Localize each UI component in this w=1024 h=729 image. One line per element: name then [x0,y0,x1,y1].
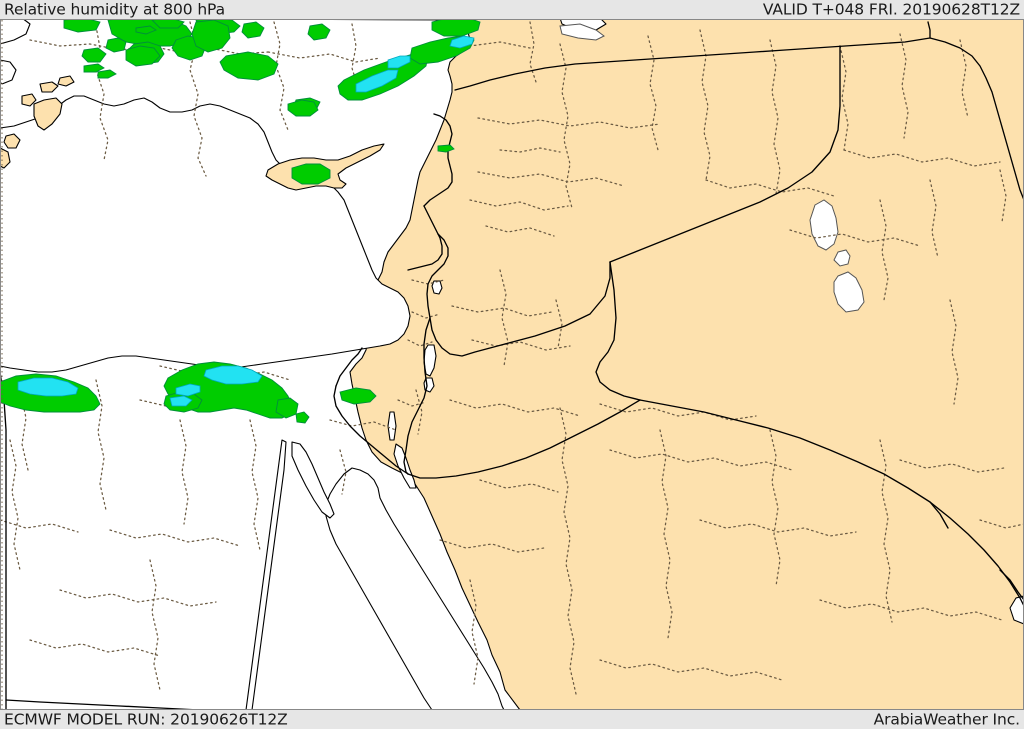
valid-time-label: VALID T+048 FRI. 20190628T12Z [762,0,1020,18]
border-egypt-sudan [5,699,201,711]
border-iraq-saudi [639,399,1024,607]
gulf-of-suez [291,441,335,519]
lake-assad [559,23,605,41]
border-israel-egypt [333,385,409,475]
border-turkey-syria [454,21,931,91]
border-lebanon-syria [423,113,453,207]
footer-bar: ECMWF MODEL RUN: 20190626T12Z ArabiaWeat… [0,710,1024,729]
attribution-label: ArabiaWeather Inc. [873,710,1020,728]
sea-of-galilee [431,280,443,295]
persian-gulf-sliver [1009,595,1024,625]
border-israel-jordan-south [403,317,431,475]
map-title: Relative humidity at 800 hPa [4,0,225,18]
humidity-cyan-band [17,35,475,407]
international-border-layer [0,21,1024,711]
admin-boundary-layer [0,21,1024,695]
lake-razzaza [833,271,865,313]
aegean-bay [0,59,17,85]
border-turkey-iraq [929,37,1024,201]
suez-canal [387,411,397,441]
border-syria-jordan [504,261,611,345]
island-aegean-2 [0,147,11,169]
border-jordan-saudi [407,399,641,479]
border-egypt-libya [0,371,7,711]
humidity-contour-layer [0,17,481,424]
model-run-label: ECMWF MODEL RUN: 20190626T12Z [4,710,288,728]
red-sea-layer [245,280,1024,711]
lake-tharthar [809,199,839,251]
inland-lakes-layer [559,23,865,313]
border-jordan-iraq [595,261,641,401]
island-rhodes [33,97,63,131]
border-jordan-israel [426,233,506,357]
header-bar: Relative humidity at 800 hPa VALID T+048… [0,0,1024,19]
lake-small-mid [833,249,851,267]
border-egypt-gaza [335,347,363,387]
border-saudi-kuwait [999,569,1024,601]
island-aegean-5 [57,75,75,87]
border-lebanon-israel [407,205,443,271]
border-syria-iraq [609,45,841,263]
border-saudi-se [929,501,949,529]
mediterranean-sea [0,95,411,373]
island-aegean-1 [3,133,21,149]
island-aegean-3 [21,93,37,107]
island-aegean-4 [39,81,59,93]
